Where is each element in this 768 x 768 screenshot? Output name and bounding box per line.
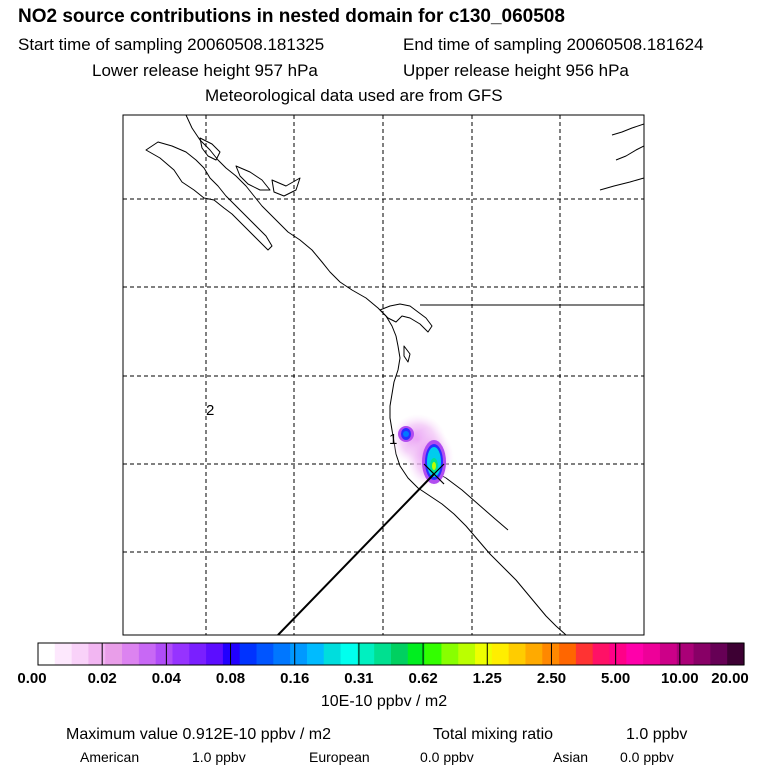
colorbar-cell <box>71 643 90 665</box>
colorbar-cell <box>643 643 661 665</box>
start-time-label: Start time of sampling 20060508.181325 <box>18 35 325 54</box>
colorbar-cell <box>407 643 426 665</box>
chart-title: NO2 source contributions in nested domai… <box>18 6 565 27</box>
colorbar-cell <box>54 643 73 665</box>
colorbar-cell <box>508 643 527 665</box>
colorbar-cell <box>676 643 695 665</box>
colorbar-cell <box>525 643 543 665</box>
lower-height-label: Lower release height 957 hPa <box>92 61 318 80</box>
colorbar-cell <box>727 643 745 665</box>
colorbar-cell <box>273 643 291 665</box>
colorbar-cell <box>592 643 611 665</box>
colorbar-tick-label: 0.02 <box>87 670 117 687</box>
colorbar-tick-label: 10.00 <box>661 670 699 687</box>
colorbar-unit: 10E-10 ppbv / m2 <box>320 693 448 710</box>
colorbar-tick-label: 0.31 <box>344 670 374 687</box>
colorbar-cell <box>693 643 711 665</box>
colorbar-cell <box>475 643 493 665</box>
max-value-label: Maximum value 0.912E-10 ppbv / m2 <box>66 726 332 743</box>
colorbar-cell <box>659 643 678 665</box>
marker-label-2: 2 <box>206 402 214 419</box>
colorbar-cell <box>239 643 258 665</box>
colorbar-cell <box>424 643 443 665</box>
flight-track-line <box>277 473 435 635</box>
colorbar-cell <box>559 643 577 665</box>
met-data-label: Meteorological data used are from GFS <box>205 86 503 105</box>
mixing-ratio-label: Total mixing ratio <box>433 726 554 743</box>
european-value: 0.0 ppbv <box>420 749 474 765</box>
colorbar-cell <box>189 643 207 665</box>
colorbar-cell <box>391 643 409 665</box>
colorbar-cell <box>256 643 274 665</box>
colorbar-cell <box>38 643 56 665</box>
american-value: 1.0 ppbv <box>192 749 246 765</box>
asian-label: Asian <box>553 749 589 765</box>
marker-label-1: 1 <box>389 431 397 448</box>
colorbar-tick-label: 5.00 <box>601 670 631 687</box>
upper-height-label: Upper release height 956 hPa <box>403 61 629 80</box>
concentration-plume <box>390 414 454 488</box>
colorbar-cell <box>575 643 594 665</box>
end-time-label: End time of sampling 20060508.181624 <box>403 35 704 54</box>
colorbar-cell <box>122 643 140 665</box>
colorbar-cell <box>105 643 123 665</box>
colorbar-cell <box>458 643 476 665</box>
colorbar-cell <box>138 643 157 665</box>
colorbar-cell <box>155 643 174 665</box>
asian-value: 0.0 ppbv <box>620 749 674 765</box>
colorbar-tick-label: 1.25 <box>472 670 502 687</box>
colorbar-tick-label: 0.08 <box>215 670 246 687</box>
colorbar-cell <box>172 643 190 665</box>
colorbar-cell <box>626 643 644 665</box>
colorbar-cell <box>340 643 358 665</box>
colorbar-tick-label: 20.00 <box>711 670 749 687</box>
colorbar-cell <box>306 643 325 665</box>
colorbar-tick-label: 0.16 <box>280 670 310 687</box>
colorbar-cell <box>222 643 241 665</box>
mixing-ratio-value: 1.0 ppbv <box>626 726 688 743</box>
colorbar-cell <box>323 643 342 665</box>
colorbar-cell <box>374 643 392 665</box>
colorbar-cell <box>290 643 308 665</box>
colorbar-cell <box>88 643 106 665</box>
american-label: American <box>80 749 140 765</box>
colorbar-cell <box>357 643 375 665</box>
colorbar-tick-label: 2.50 <box>536 670 567 687</box>
colorbar-tick-label: 0.00 <box>17 670 47 687</box>
colorbar-tick-label: 0.62 <box>408 670 438 687</box>
european-label: European <box>309 749 370 765</box>
colorbar-tick-label: 0.04 <box>151 670 181 687</box>
colorbar-cell <box>609 643 627 665</box>
colorbar-cell <box>441 643 459 665</box>
colorbar-cell <box>710 643 728 665</box>
colorbar-cell <box>491 643 510 665</box>
map-frame <box>122 114 645 636</box>
colorbar-cell <box>206 643 224 665</box>
